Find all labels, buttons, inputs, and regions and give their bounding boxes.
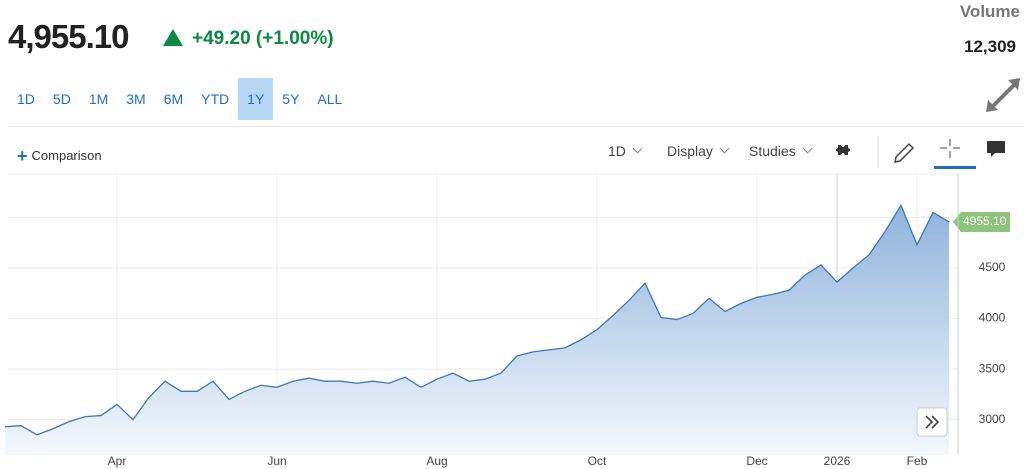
interval-dropdown[interactable]: 1D: [608, 143, 641, 159]
display-dropdown[interactable]: Display: [667, 143, 728, 159]
crosshair-icon[interactable]: [940, 139, 960, 158]
volume: 12,309: [964, 37, 1016, 56]
studies-dropdown[interactable]: Studies: [749, 143, 811, 159]
range-button[interactable]: 1M: [88, 91, 109, 107]
x-tick-label: Feb: [907, 454, 928, 468]
last-price-badge: [953, 211, 1010, 232]
price: 4,955.10: [8, 18, 129, 55]
notes-icon[interactable]: [987, 141, 1005, 157]
range-button[interactable]: 5Y: [282, 91, 300, 107]
separator: [8, 126, 1024, 127]
comparison-label: Comparison: [31, 148, 102, 163]
x-tick-label: Dec: [746, 454, 767, 468]
y-tick-label: 3500: [979, 361, 1006, 375]
range-selector: 1D 5D 1M 3M 6M YTD 1Y 5Y ALL: [8, 78, 351, 120]
y-tick-label: 4500: [979, 260, 1006, 274]
draw-icon[interactable]: [894, 142, 915, 163]
last-price-tag: 4955.10: [953, 211, 1010, 232]
last-price-label: 4955.10: [963, 214, 1007, 228]
range-button[interactable]: 5D: [52, 91, 71, 107]
area: [5, 205, 949, 455]
y-tick-label: 3000: [979, 412, 1006, 426]
expand-icon[interactable]: [986, 78, 1020, 112]
price-line: [4, 203, 950, 436]
x-tick-label: Oct: [588, 454, 607, 468]
price-change: +49.20 (+1.00%): [192, 28, 334, 49]
range-button[interactable]: 6M: [163, 91, 184, 107]
comparison-button[interactable]: + Comparison: [17, 146, 102, 166]
range-button[interactable]: 3M: [126, 91, 146, 107]
x-tick-label: Jun: [267, 454, 286, 468]
range-button[interactable]: ALL: [317, 91, 343, 107]
active-tool-indicator: [934, 166, 976, 169]
scroll-icon: [925, 415, 940, 429]
volume-label: Volume: [959, 2, 1020, 21]
range-button[interactable]: 1Y: [238, 78, 274, 120]
x-tick-label: Aug: [426, 454, 447, 468]
x-tick-label: Apr: [108, 454, 127, 468]
up-arrow: [163, 29, 183, 46]
x-tick-label: 2026: [824, 454, 851, 468]
range-button[interactable]: YTD: [201, 91, 230, 107]
y-tick-label: 4000: [979, 311, 1006, 325]
settings-icon[interactable]: [836, 145, 850, 155]
range-button[interactable]: 1D: [17, 91, 35, 107]
